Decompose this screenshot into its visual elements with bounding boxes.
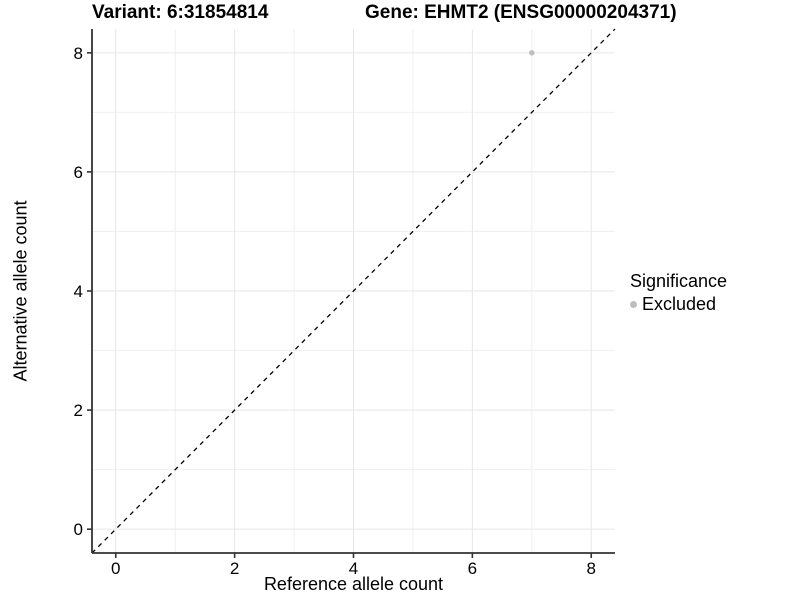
y-tick-label: 8 — [74, 44, 83, 63]
legend-dot-icon — [630, 300, 637, 308]
legend-item-label: Excluded — [642, 294, 717, 314]
x-tick-label: 0 — [111, 559, 120, 578]
data-point — [529, 50, 535, 56]
legend-title: Significance — [630, 271, 728, 291]
y-tick-label: 0 — [74, 520, 83, 539]
x-tick-label: 8 — [586, 559, 595, 578]
x-tick-label: 4 — [349, 559, 358, 578]
x-axis-title: Reference allele count — [263, 574, 444, 594]
identity-reference-line — [91, 28, 616, 554]
plot-title-gene: Gene: EHMT2 (ENSG00000204371) — [365, 2, 677, 23]
plot-title-variant: Variant: 6:31854814 — [92, 2, 269, 23]
x-tick-label: 2 — [230, 559, 239, 578]
y-tick-label: 4 — [74, 282, 83, 301]
legend: Significance Excluded — [630, 271, 727, 314]
y-tick-label: 6 — [74, 163, 83, 182]
x-tick-label: 6 — [468, 559, 477, 578]
legend-item-excluded: Excluded — [630, 294, 727, 314]
y-axis-title: Alternative allele count — [10, 200, 31, 382]
y-tick-label: 2 — [74, 401, 83, 420]
